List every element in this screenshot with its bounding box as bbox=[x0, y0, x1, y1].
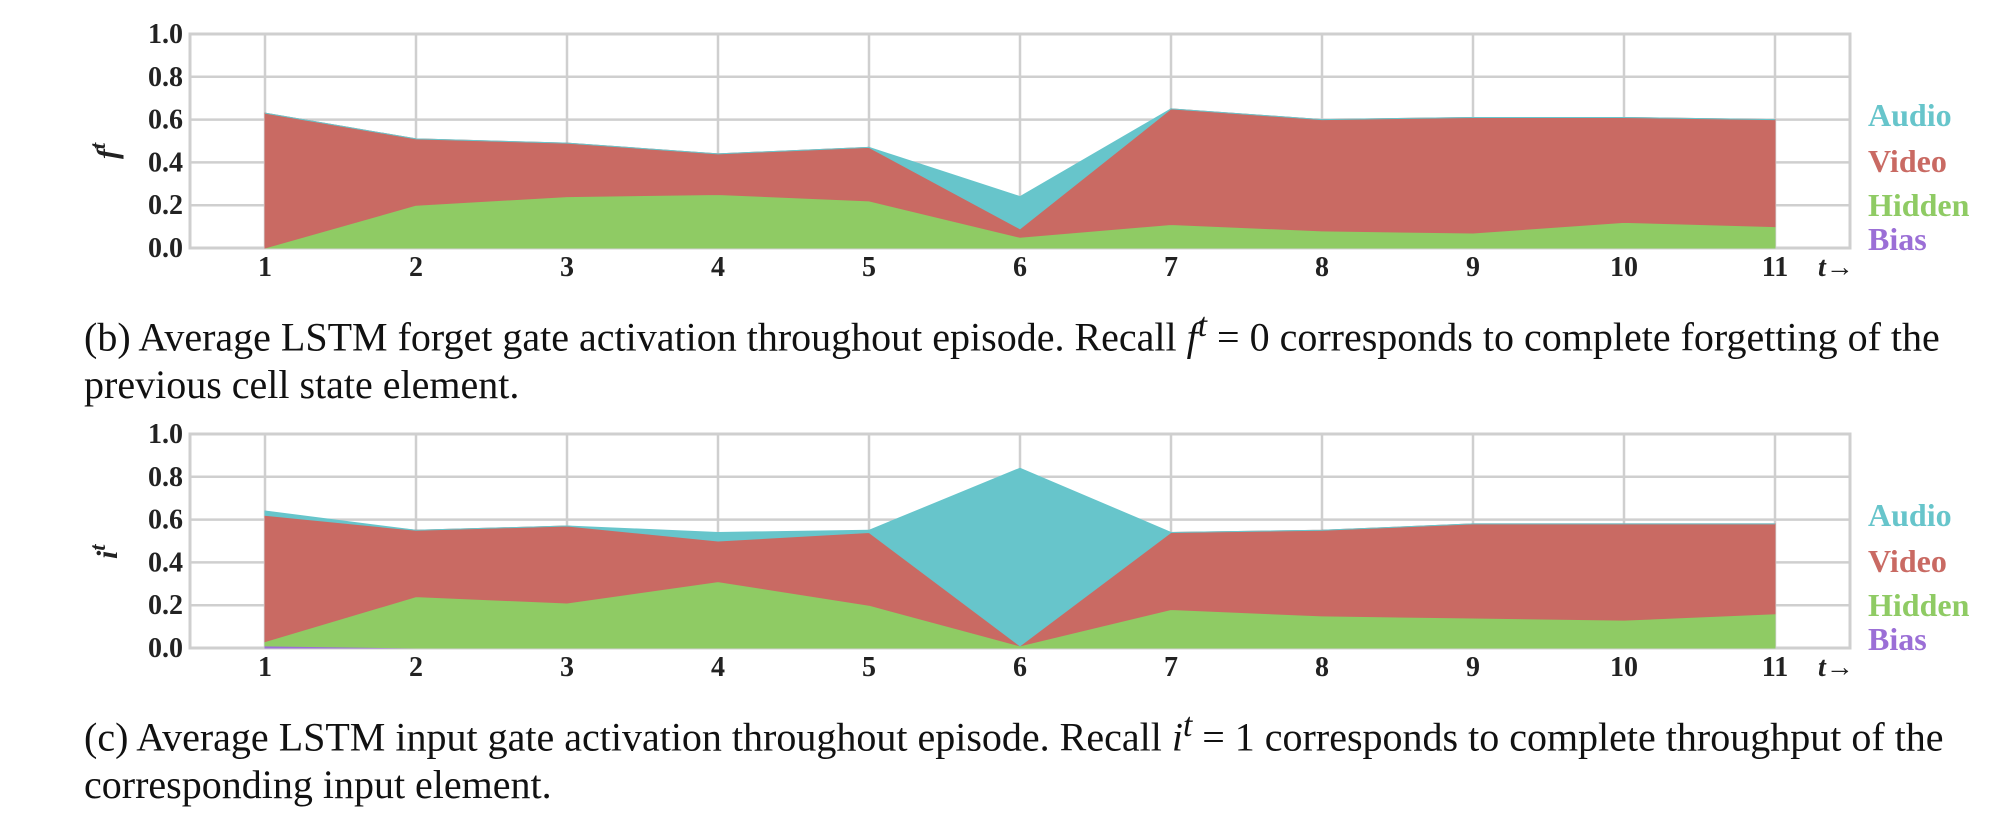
input-gate-chart: 0.0 0.2 0.4 0.6 0.8 1.0 1 2 3 4 5 6 7 8 9 10 11 Audio Vide… bbox=[85, 419, 1970, 683]
legend-bias: Bias bbox=[1868, 221, 1927, 257]
y-tick-label: 0.2 bbox=[148, 190, 183, 221]
y-tick-label: 1.0 bbox=[148, 419, 183, 450]
y-tick-label: 0.8 bbox=[148, 62, 183, 93]
x-tick-label: 10 bbox=[1610, 652, 1638, 683]
y-tick-label: 0.0 bbox=[148, 233, 183, 264]
x-tick-label: 7 bbox=[1164, 652, 1178, 683]
forget-gate-caption: (b) Average LSTM forget gate activation … bbox=[84, 302, 1994, 409]
legend-audio: Audio bbox=[1868, 97, 1952, 133]
x-tick-label: 2 bbox=[409, 652, 423, 683]
caption-b-sup: t bbox=[1197, 307, 1208, 344]
x-axis-label: t→ bbox=[1818, 252, 1854, 283]
x-tick-label: 5 bbox=[862, 252, 876, 283]
x-axis-label: t→ bbox=[1818, 652, 1854, 683]
x-tick-label: 7 bbox=[1164, 252, 1178, 283]
caption-c-prefix: (c) Average LSTM input gate activation t… bbox=[84, 714, 1172, 760]
input-gate-caption: (c) Average LSTM input gate activation t… bbox=[84, 702, 1994, 809]
y-tick-label: 0.2 bbox=[148, 590, 183, 621]
legend-hidden: Hidden bbox=[1868, 187, 1970, 223]
caption-c-sup: t bbox=[1182, 707, 1193, 744]
x-tick-label: 8 bbox=[1315, 252, 1329, 283]
x-tick-label: 3 bbox=[560, 652, 574, 683]
x-tick-label: 9 bbox=[1466, 252, 1480, 283]
y-tick-label: 1.0 bbox=[148, 19, 183, 50]
x-tick-label: 10 bbox=[1610, 252, 1638, 283]
forget-gate-chart: 0.0 0.2 0.4 0.6 0.8 1.0 1 2 3 4 5 6 7 8 9 10 11 Audio Vide… bbox=[85, 19, 1970, 283]
caption-b-suffix: corresponds to complete forgetting of th… bbox=[84, 314, 1940, 408]
y-axis-label: ft bbox=[85, 142, 124, 159]
caption-b-prefix: (b) Average LSTM forget gate activation … bbox=[84, 314, 1187, 360]
x-tick-label: 3 bbox=[560, 252, 574, 283]
y-tick-label: 0.6 bbox=[148, 505, 183, 536]
x-tick-label: 4 bbox=[711, 252, 725, 283]
caption-c-suffix: corresponds to complete throughput of th… bbox=[84, 714, 1944, 808]
x-tick-label: 4 bbox=[711, 652, 725, 683]
x-tick-label: 1 bbox=[258, 252, 272, 283]
x-tick-label: 6 bbox=[1013, 252, 1027, 283]
x-tick-label: 2 bbox=[409, 252, 423, 283]
caption-b-var: f bbox=[1186, 314, 1198, 360]
legend-video: Video bbox=[1868, 543, 1947, 579]
x-tick-label: 8 bbox=[1315, 652, 1329, 683]
caption-b-eq: = 0 bbox=[1207, 314, 1270, 360]
area-audio bbox=[264, 467, 1775, 647]
y-tick-label: 0.4 bbox=[148, 147, 183, 178]
y-tick-label: 0.8 bbox=[148, 462, 183, 493]
y-tick-label: 0.0 bbox=[148, 633, 183, 664]
legend-bias: Bias bbox=[1868, 621, 1927, 657]
y-tick-label: 0.6 bbox=[148, 105, 183, 136]
area-audio bbox=[264, 108, 1776, 230]
legend-hidden: Hidden bbox=[1868, 587, 1970, 623]
y-tick-label: 0.4 bbox=[148, 547, 183, 578]
legend-video: Video bbox=[1868, 143, 1947, 179]
x-tick-label: 9 bbox=[1466, 652, 1480, 683]
caption-c-var: i bbox=[1171, 714, 1183, 760]
x-tick-label: 11 bbox=[1762, 652, 1788, 683]
x-tick-label: 1 bbox=[258, 652, 272, 683]
x-tick-label: 11 bbox=[1762, 252, 1788, 283]
x-tick-label: 6 bbox=[1013, 652, 1027, 683]
caption-c-eq: = 1 bbox=[1192, 714, 1255, 760]
y-axis-label: it bbox=[85, 544, 124, 559]
x-tick-label: 5 bbox=[862, 652, 876, 683]
legend-audio: Audio bbox=[1868, 497, 1952, 533]
